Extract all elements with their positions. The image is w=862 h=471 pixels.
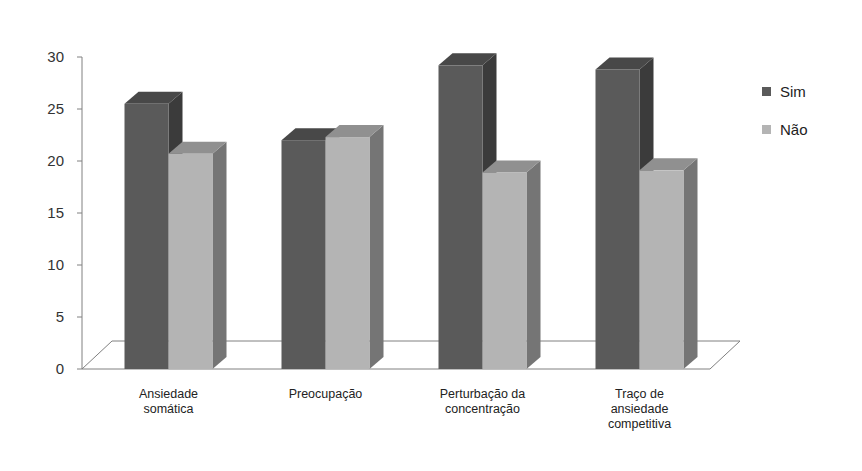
chart-container: 0 5 10 15 20 25 30 Ansiedadesomática Preocupação… bbox=[0, 0, 862, 471]
legend-swatch bbox=[762, 125, 771, 134]
bar-top bbox=[125, 92, 183, 104]
y-tick-label: 15 bbox=[47, 204, 64, 221]
bar bbox=[640, 158, 698, 369]
bar-front bbox=[282, 140, 326, 369]
bar-front bbox=[596, 69, 640, 369]
y-tick bbox=[77, 369, 82, 370]
legend-label: Sim bbox=[780, 83, 806, 100]
y-tick-label: 10 bbox=[47, 256, 64, 273]
bar-front bbox=[439, 65, 483, 369]
legend-label: Não bbox=[780, 121, 808, 138]
bar-top bbox=[169, 142, 227, 154]
y-tick bbox=[77, 265, 82, 266]
bar-side bbox=[684, 158, 698, 369]
bar-front bbox=[125, 104, 169, 369]
bar-side bbox=[370, 125, 384, 369]
bar-top bbox=[596, 57, 654, 69]
bar-front bbox=[640, 170, 684, 369]
y-tick-label: 0 bbox=[56, 360, 64, 377]
y-tick-label: 20 bbox=[47, 152, 64, 169]
x-tick-label: Traço deansiedadecompetitiva bbox=[608, 387, 671, 431]
y-tick bbox=[77, 213, 82, 214]
bar bbox=[169, 142, 227, 369]
legend-swatch bbox=[762, 87, 771, 96]
y-tick bbox=[77, 161, 82, 162]
bars bbox=[125, 53, 698, 369]
bar-side bbox=[213, 142, 227, 369]
bar-top bbox=[326, 125, 384, 137]
chart: 0 5 10 15 20 25 30 Ansiedadesomática Preocupação… bbox=[0, 0, 862, 471]
bar-front bbox=[169, 154, 213, 369]
bar bbox=[483, 160, 541, 369]
y-tick bbox=[77, 57, 82, 58]
y-tick-label: 5 bbox=[56, 308, 64, 325]
bar-top bbox=[483, 160, 541, 172]
y-tick bbox=[77, 317, 82, 318]
x-tick-label: Preocupação bbox=[289, 387, 363, 401]
x-tick-label: Perturbação daconcentração bbox=[440, 387, 526, 416]
bar-top bbox=[640, 158, 698, 170]
y-tick-label: 25 bbox=[47, 100, 64, 117]
y-tick-label: 30 bbox=[47, 48, 64, 65]
bar bbox=[326, 125, 384, 369]
bar-front bbox=[483, 172, 527, 369]
bar-top bbox=[439, 53, 497, 65]
x-tick-label: Ansiedadesomática bbox=[139, 387, 198, 416]
y-tick bbox=[77, 109, 82, 110]
bar-front bbox=[326, 137, 370, 369]
bar-side bbox=[527, 160, 541, 369]
